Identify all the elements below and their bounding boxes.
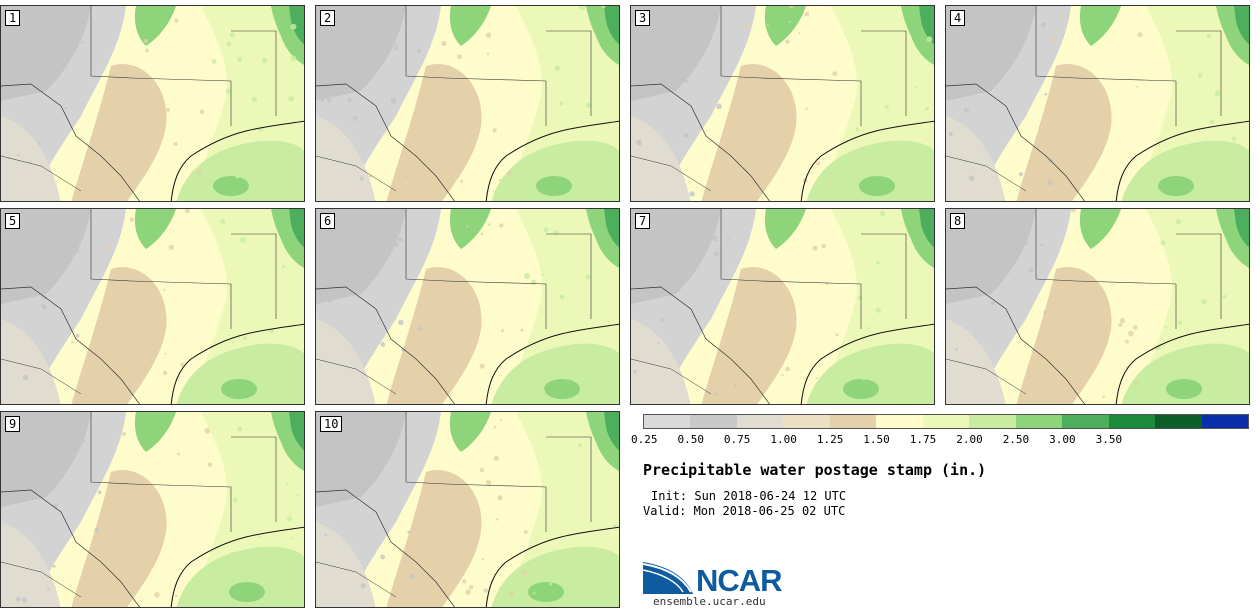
legend-swatch (736, 415, 784, 428)
logo-text: NCAR (696, 563, 783, 598)
stamp-number-label: 10 (320, 416, 343, 432)
stamp-number-label: 7 (635, 213, 651, 229)
legend-swatch (876, 415, 923, 428)
legend-label: 3.50 (1095, 433, 1123, 446)
stamp-panel-6: 6 (315, 208, 620, 405)
stamp-map (946, 6, 1249, 201)
init-time: Init: Sun 2018-06-24 12 UTC (651, 489, 847, 503)
stamp-panel-4: 4 (945, 5, 1250, 202)
stamp-number-label: 9 (5, 416, 21, 432)
stamp-map (1, 412, 304, 607)
stamp-panel-10: 10 (315, 411, 620, 608)
legend-label: 0.75 (723, 433, 751, 446)
legend-swatch (690, 415, 737, 428)
page-title: Precipitable water postage stamp (in.) (643, 461, 987, 479)
legend-label: 2.00 (956, 433, 983, 446)
legend-label: 1.75 (909, 433, 937, 446)
ncar-logo-icon (643, 554, 693, 594)
legend-label: 1.50 (863, 433, 890, 446)
stamp-panel-8: 8 (945, 208, 1250, 405)
valid-time: Valid: Mon 2018-06-25 02 UTC (643, 504, 846, 518)
legend-swatch (1062, 415, 1109, 428)
legend-label: 1.25 (816, 433, 844, 446)
legend-label: 2.50 (1002, 433, 1030, 446)
stamp-panel-9: 9 (0, 411, 305, 608)
legend-swatch (1201, 415, 1249, 428)
legend-swatch (969, 415, 1016, 428)
legend-label: 1.00 (770, 433, 797, 446)
stamp-map (316, 6, 619, 201)
stamp-number-label: 5 (5, 213, 21, 229)
stamp-panel-5: 5 (0, 208, 305, 405)
stamp-map (631, 209, 934, 404)
legend-label: 0.25 (631, 433, 658, 446)
stamp-number-label: 1 (5, 10, 21, 26)
legend-label: 3.00 (1049, 433, 1076, 446)
legend-labels: 0.25 0.50 0.75 1.00 1.25 1.50 1.75 2.00 2.50 3.00… (631, 433, 1251, 447)
stamp-number-label: 2 (320, 10, 336, 26)
stamp-map (316, 412, 619, 607)
stamp-map (316, 209, 619, 404)
legend-swatch (1015, 415, 1063, 428)
stamp-map (631, 6, 934, 201)
stamp-panel-3: 3 (630, 5, 935, 202)
legend-swatch (644, 415, 691, 428)
legend-label: 0.50 (677, 433, 704, 446)
stamp-panel-2: 2 (315, 5, 620, 202)
stamp-map (946, 209, 1249, 404)
stamp-number-label: 4 (950, 10, 966, 26)
legend-swatch (1108, 415, 1156, 428)
stamp-map (1, 6, 304, 201)
stamp-number-label: 6 (320, 213, 336, 229)
stamp-number-label: 3 (635, 10, 651, 26)
legend-swatch (922, 415, 970, 428)
stamp-panel-7: 7 (630, 208, 935, 405)
logo-url: ensemble.ucar.edu (653, 595, 766, 608)
color-legend: 0.25 0.50 0.75 1.00 1.25 1.50 1.75 2.00 2.50 3.00… (631, 414, 1251, 447)
legend-swatch (1155, 415, 1202, 428)
stamp-map (1, 209, 304, 404)
stamp-panel-1: 1 (0, 5, 305, 202)
legend-swatch (829, 415, 877, 428)
legend-color-bar (643, 414, 1249, 429)
legend-swatch (783, 415, 830, 428)
stamp-number-label: 8 (950, 213, 966, 229)
